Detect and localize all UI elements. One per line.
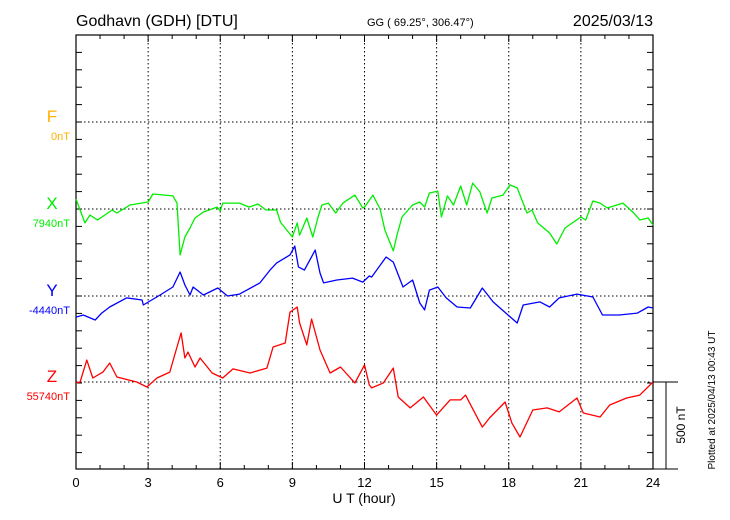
x-axis-label: U T (hour) bbox=[332, 490, 395, 506]
series-name-z: Z bbox=[47, 367, 57, 386]
x-tick-label: 0 bbox=[72, 475, 79, 490]
axes: 0 3 6 9 12 15 18 21 24 bbox=[72, 34, 660, 490]
x-tick-label: 3 bbox=[145, 475, 152, 490]
series-baseline-f: 0nT bbox=[51, 131, 70, 143]
date-label: 2025/03/13 bbox=[573, 13, 653, 30]
x-tick-label: 12 bbox=[357, 475, 371, 490]
x-tick-label: 18 bbox=[502, 475, 516, 490]
scale-bar-label: 500 nT bbox=[674, 406, 688, 444]
series-baseline-y: -4440nT bbox=[29, 305, 70, 317]
x-tick-label: 6 bbox=[217, 475, 224, 490]
series-line-x bbox=[75, 182, 654, 256]
series-name-y: Y bbox=[46, 281, 57, 300]
coordinates: GG ( 69.25°, 306.47°) bbox=[367, 17, 474, 29]
grid-lines bbox=[76, 35, 653, 469]
series-name-f: F bbox=[47, 107, 57, 126]
scale-bar: 500 nT bbox=[653, 381, 688, 470]
series-baseline-z: 55740nT bbox=[27, 391, 71, 403]
x-tick-label: 21 bbox=[574, 475, 588, 490]
series-baseline-x: 7940nT bbox=[33, 218, 71, 230]
plotted-timestamp: Plotted at 2025/04/13 00:43 UT bbox=[707, 331, 718, 470]
x-tick-label: 9 bbox=[289, 475, 296, 490]
series-line-y bbox=[75, 245, 654, 324]
x-tick-label: 24 bbox=[646, 475, 660, 490]
x-tick-label: 15 bbox=[429, 475, 443, 490]
series-name-x: X bbox=[46, 194, 57, 213]
series-labels: F 0nT X 7940nT Y -4440nT Z 55740nT bbox=[27, 107, 71, 403]
series-lines bbox=[75, 182, 654, 438]
station-title: Godhavn (GDH) [DTU] bbox=[76, 13, 238, 30]
series-line-z bbox=[75, 306, 654, 438]
